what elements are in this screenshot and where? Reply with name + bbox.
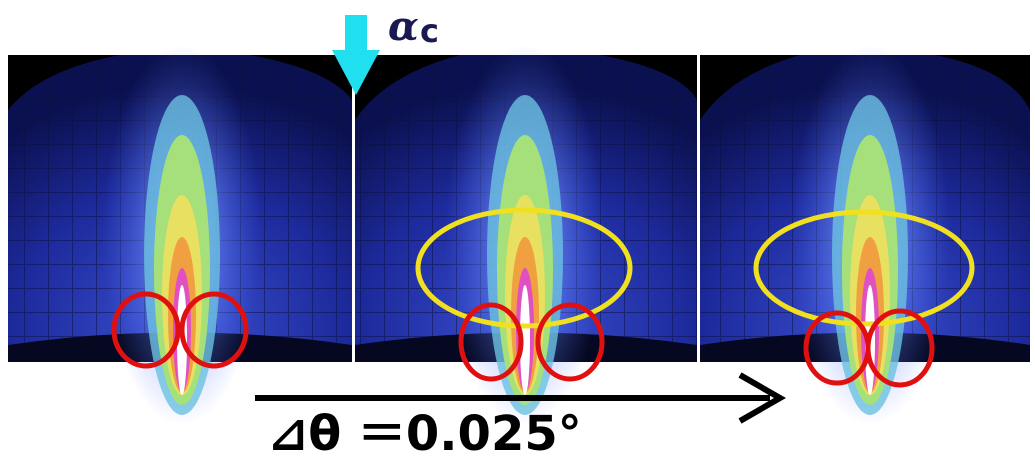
alpha-label: α (388, 3, 419, 50)
panel-1 (8, 45, 352, 425)
step-arrow (255, 372, 787, 424)
panel-3 (700, 45, 1030, 425)
marker-arrow (332, 15, 380, 95)
annotations (111, 207, 975, 388)
step-label: ⊿θ ＝0.025° (268, 406, 582, 459)
c-label: c (420, 12, 439, 50)
panel-2 (355, 45, 697, 425)
